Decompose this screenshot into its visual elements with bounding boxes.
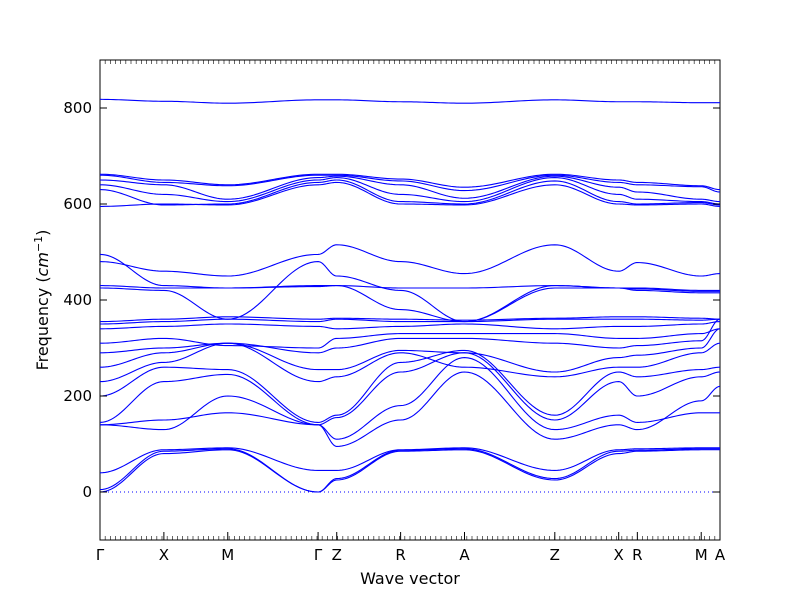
band-b20 [99, 179, 721, 206]
band-b19 [99, 181, 721, 207]
band-b4 [99, 371, 721, 447]
y-axis-label-prefix: Frequency ( [33, 276, 52, 370]
band-b6 [99, 352, 721, 426]
band-b17 [99, 244, 721, 277]
band-b25 [99, 98, 720, 104]
band-b3 [99, 447, 720, 474]
band-b11 [99, 328, 721, 349]
plot-area [99, 59, 721, 541]
band-b18 [99, 253, 720, 323]
x-axis-label: Wave vector [360, 569, 460, 588]
plot-frame [99, 59, 721, 541]
y-axis-label-suffix: ) [33, 230, 52, 236]
band-b10 [99, 318, 721, 354]
band-b8 [99, 342, 721, 383]
x-tick-label: A [459, 546, 470, 564]
x-tick-label: Z [550, 546, 560, 564]
band-b24 [99, 173, 721, 191]
y-tick-label: 400 [63, 291, 92, 309]
band-b21 [99, 177, 721, 205]
x-tick-label: Z [332, 546, 342, 564]
band-b5 [99, 357, 720, 440]
minor-ticks [104, 60, 716, 540]
band-b15 [99, 261, 720, 323]
y-tick-label: 800 [63, 99, 92, 117]
x-tick-label: M [695, 546, 708, 564]
x-tick-label: R [395, 546, 405, 564]
x-tick-label: X [614, 546, 624, 564]
band-b13 [99, 318, 720, 325]
x-tick-label: A [715, 546, 726, 564]
x-tick-label: Γ [314, 546, 323, 564]
y-tick-label: 0 [82, 483, 92, 501]
y-tick-label: 200 [63, 387, 92, 405]
y-axis-label-unit: cm [33, 252, 52, 276]
y-axis-label-exponent: −1 [32, 236, 45, 252]
y-tick-label: 600 [63, 195, 92, 213]
band-b1 [99, 449, 720, 493]
band-b23 [99, 174, 721, 193]
x-tick-label: Γ [96, 546, 105, 564]
band-b12 [99, 321, 721, 330]
x-tick-label: R [632, 546, 642, 564]
band-b7 [99, 349, 721, 423]
x-tick-label: X [159, 546, 169, 564]
y-axis-ticks: 0 200 400 600 800 [63, 99, 720, 501]
y-axis-label: Frequency (cm−1) [32, 230, 52, 371]
phonon-bands [99, 98, 721, 493]
band-b22 [99, 175, 721, 203]
x-tick-label: M [221, 546, 234, 564]
band-b2 [99, 448, 720, 493]
